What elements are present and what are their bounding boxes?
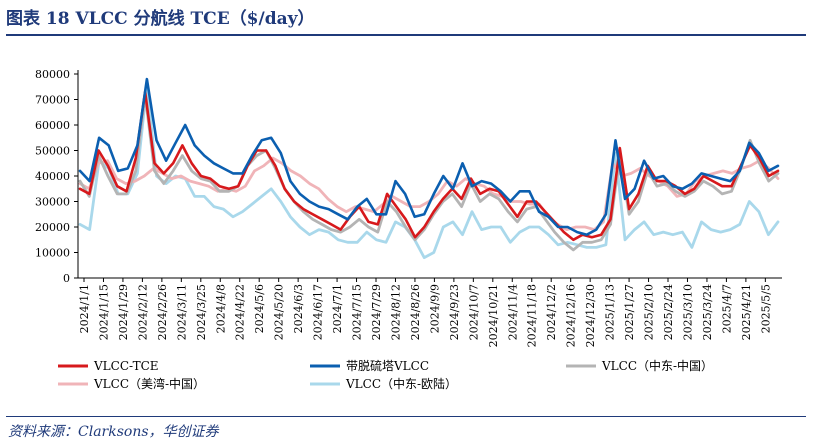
x-tick-label: 2024/12/30 <box>584 284 597 347</box>
legend-label-0: VLCC-TCE <box>93 359 159 373</box>
x-tick-label: 2024/1/29 <box>117 284 130 340</box>
y-axis: 0 10000 20000 30000 40000 50000 60000 70000 8000… <box>35 68 79 285</box>
x-tick-label: 2024/2/12 <box>136 284 149 340</box>
x-tick-label: 2024/10/21 <box>487 284 500 347</box>
y-tick-label: 0 <box>63 272 70 285</box>
x-tick-label: 2024/4/8 <box>214 284 227 333</box>
x-tick-label: 2025/2/24 <box>662 284 675 340</box>
x-tick-label: 2024/6/17 <box>312 284 325 340</box>
legend-label-1: 带脱硫塔VLCC <box>346 358 429 373</box>
x-tick-label: 2024/3/25 <box>195 284 208 340</box>
x-tick-label: 2025/3/24 <box>701 284 714 340</box>
x-tick-label: 2025/1/27 <box>623 284 636 340</box>
x-tick-label: 2024/5/6 <box>253 284 266 333</box>
y-tick-label: 50000 <box>35 145 70 158</box>
x-tick-label: 2025/4/21 <box>740 284 753 340</box>
y-tick-label: 20000 <box>35 221 70 234</box>
y-tick-label: 40000 <box>35 170 70 183</box>
x-tick-label: 2024/9/23 <box>448 284 461 340</box>
x-tick-label: 2024/12/2 <box>545 284 558 340</box>
x-tick-label: 2024/1/1 <box>78 284 91 333</box>
legend-label-3: VLCC（美湾-中国） <box>93 376 205 391</box>
title-divider <box>6 34 806 36</box>
y-tick-label: 60000 <box>35 119 70 132</box>
series-line-4 <box>78 82 780 260</box>
x-tick-label: 2024/1/15 <box>97 284 110 340</box>
x-tick-label: 2025/5/5 <box>759 284 772 333</box>
x-tick-label: 2024/7/29 <box>370 284 383 340</box>
x-tick-label: 2024/8/26 <box>409 284 422 340</box>
x-tick-label: 2024/6/3 <box>292 284 305 333</box>
chart-title: 图表 18 VLCC 分航线 TCE（$/day） <box>6 9 315 29</box>
series-layer <box>78 77 780 260</box>
x-tick-label: 2024/5/20 <box>273 284 286 340</box>
x-tick-label: 2025/3/10 <box>681 284 694 340</box>
x-tick-label: 2025/2/10 <box>643 284 656 340</box>
x-tick-label: 2024/8/12 <box>389 284 402 340</box>
x-tick-label: 2024/2/26 <box>156 284 169 340</box>
x-tick-label: 2024/7/1 <box>331 284 344 333</box>
x-tick-label: 2024/4/22 <box>234 284 247 340</box>
source-divider <box>6 416 806 417</box>
series-line-2 <box>78 93 780 252</box>
x-tick-label: 2024/9/9 <box>428 284 441 333</box>
series-line-0 <box>78 90 780 242</box>
y-tick-label: 70000 <box>35 94 70 107</box>
y-tick-label: 80000 <box>35 68 70 81</box>
x-axis: 2024/1/1 2024/1/15 2024/1/29 2024/2/12 2024/… <box>78 277 782 347</box>
x-tick-label: 2024/12/16 <box>565 284 578 347</box>
source-note: 资料来源：Clarksons，华创证券 <box>8 424 219 440</box>
legend-label-2: VLCC（中东-中国） <box>601 358 713 373</box>
y-tick-label: 10000 <box>35 247 70 260</box>
series-line-1 <box>78 77 780 236</box>
x-tick-label: 2025/4/7 <box>720 284 733 333</box>
x-tick-label: 2024/11/4 <box>506 284 519 340</box>
x-tick-label: 2024/11/18 <box>526 284 539 347</box>
legend: VLCC-TCE 带脱硫塔VLCC VLCC（中东-中国） VLCC（美湾-中国） VL… <box>58 358 713 391</box>
x-tick-label: 2024/3/11 <box>175 284 188 340</box>
x-tick-label: 2024/7/15 <box>351 284 364 340</box>
chart: 0 10000 20000 30000 40000 50000 60000 70000 8000… <box>35 68 782 391</box>
y-tick-label: 30000 <box>35 196 70 209</box>
x-tick-label: 2024/10/7 <box>467 284 480 340</box>
x-tick-label: 2025/1/13 <box>604 284 617 340</box>
legend-label-4: VLCC（中东-欧陆） <box>345 376 457 391</box>
